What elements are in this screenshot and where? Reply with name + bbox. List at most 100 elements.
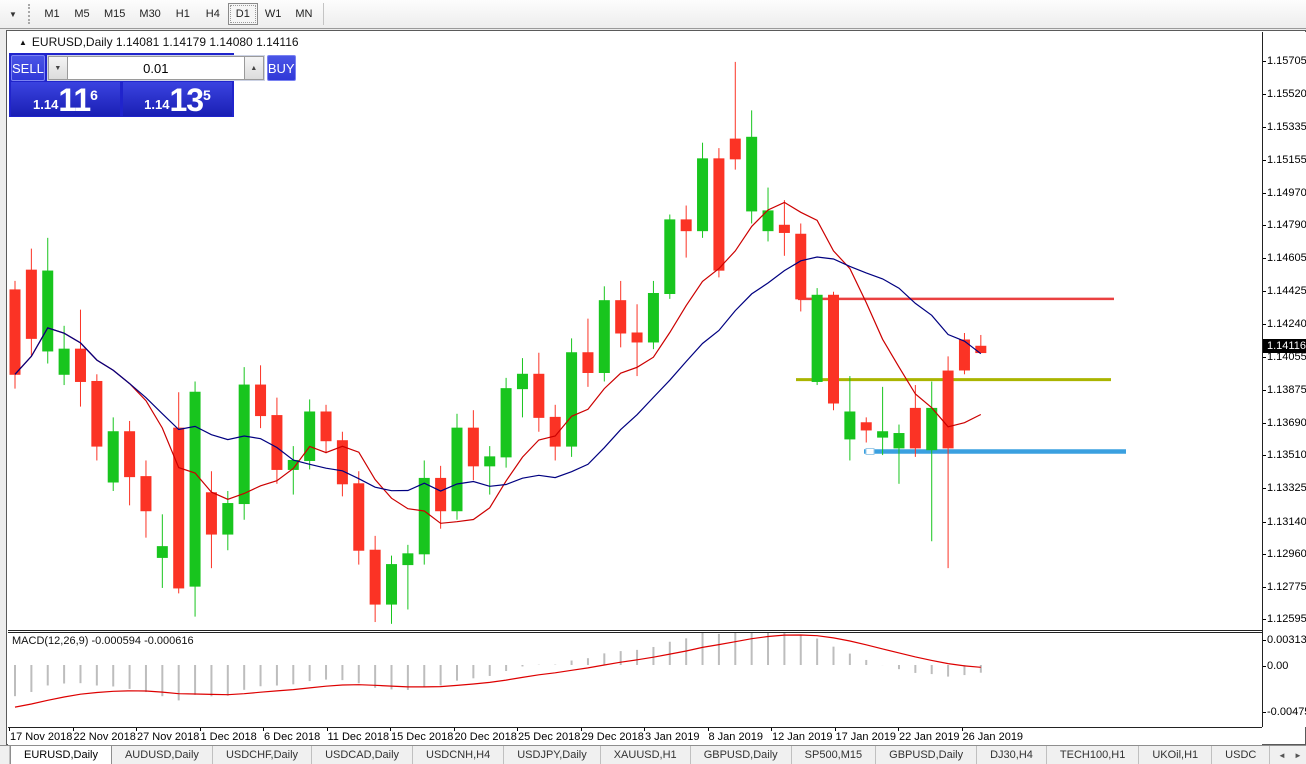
- timeframe-button-w1[interactable]: W1: [264, 8, 282, 20]
- time-axis-tickmark: [136, 728, 137, 731]
- candle-body: [9, 289, 21, 375]
- chart-tab-usdjpy-daily[interactable]: USDJPY,Daily: [504, 746, 601, 764]
- current-price-tag: 1.14116: [1263, 339, 1306, 354]
- price-chart-canvas[interactable]: [8, 32, 1262, 630]
- candle-body: [58, 348, 70, 375]
- time-axis-tickmark: [580, 728, 582, 731]
- chart-tab-ukoil-h1[interactable]: UKOil,H1: [1139, 746, 1213, 764]
- time-axis-tickmark: [453, 728, 455, 731]
- price-axis-tick: 1.15705: [1263, 55, 1306, 67]
- price-axis-tick: 1.14970: [1263, 186, 1306, 199]
- fast-ma-line[interactable]: [14, 201, 982, 524]
- sell-button[interactable]: SELL: [11, 55, 45, 81]
- one-click-trading-panel: SELL ▼ ▲ BUY 1.14 11 6 1.14 13 5: [9, 53, 296, 117]
- chart-window: ▲ EURUSD,Daily 1.14081 1.14179 1.14080 1…: [6, 30, 1306, 745]
- candle-body: [222, 503, 234, 535]
- candle-body: [124, 431, 136, 478]
- price-axis-tick: 1.15155: [1263, 153, 1306, 166]
- candle-body: [647, 292, 659, 343]
- pane-splitter[interactable]: [8, 630, 1262, 633]
- chart-tab-audusd-daily[interactable]: AUDUSD,Daily: [112, 746, 213, 764]
- chart-tab-usdcnh-h4[interactable]: USDCNH,H4: [413, 746, 505, 764]
- time-axis-label: 27 Nov 2018: [137, 731, 200, 743]
- timeframe-button-d1[interactable]: D1: [227, 3, 258, 25]
- time-axis-tickmark: [644, 728, 645, 731]
- chevron-down-icon[interactable]: ▼: [9, 9, 17, 19]
- chart-tab-eurusd-daily[interactable]: EURUSD,Daily: [10, 746, 112, 764]
- tabbar-grip[interactable]: [0, 746, 10, 764]
- chart-tab-dj30-h4[interactable]: DJ30,H4: [977, 746, 1047, 764]
- timeframe-button-m15[interactable]: M15: [104, 8, 126, 20]
- candle-body: [484, 456, 496, 467]
- candle-body: [467, 427, 479, 467]
- price-axis-tick: 1.13325: [1263, 482, 1306, 495]
- sell-price-tile[interactable]: 1.14 11 6: [11, 82, 120, 116]
- chart-tab-gbpusd-daily[interactable]: GBPUSD,Daily: [876, 746, 978, 764]
- buy-price-tile[interactable]: 1.14 13 5: [123, 82, 232, 116]
- volume-decrease-icon[interactable]: ▼: [47, 56, 68, 80]
- candle-body: [549, 416, 561, 447]
- timeframe-button-h1[interactable]: H1: [175, 8, 190, 20]
- slow-ma-line[interactable]: [14, 256, 982, 492]
- time-axis-tickmark: [263, 728, 264, 731]
- chart-tab-sp500-m15[interactable]: SP500,M15: [792, 746, 877, 764]
- tabs-scroll-right-icon[interactable]: ►: [1294, 750, 1302, 760]
- candle-body: [664, 219, 676, 294]
- time-axis-label: 17 Jan 2019: [835, 731, 897, 743]
- candle-body: [909, 407, 921, 449]
- macd-axis-tick: 0.003133: [1263, 634, 1306, 646]
- price-axis-tick: 1.14055: [1263, 351, 1306, 364]
- candle-body: [729, 138, 741, 160]
- macd-indicator-canvas[interactable]: [8, 633, 1262, 727]
- time-axis-label: 17 Nov 2018: [10, 731, 73, 743]
- buy-price-pips: 13: [169, 82, 204, 118]
- buy-button[interactable]: BUY: [266, 55, 296, 81]
- chart-tab-xauusd-h1[interactable]: XAUUSD,H1: [601, 746, 691, 764]
- candle-body: [353, 483, 365, 551]
- price-axis-tick: 1.13140: [1263, 515, 1306, 528]
- candle-body: [795, 233, 807, 300]
- candle-body: [336, 440, 348, 485]
- candle-body: [811, 294, 823, 382]
- timeframe-button-mn[interactable]: MN: [295, 8, 313, 20]
- timeframe-button-m30[interactable]: M30: [139, 8, 161, 20]
- timeframe-button-m5[interactable]: M5: [74, 8, 90, 20]
- candle-body: [369, 549, 381, 605]
- volume-input[interactable]: [67, 56, 244, 80]
- chart-tab-tech100-h1[interactable]: TECH100,H1: [1047, 746, 1140, 764]
- candle-body: [304, 411, 316, 461]
- price-axis-tick: 1.12960: [1263, 547, 1306, 560]
- tabs-scroll-left-icon[interactable]: ◄: [1278, 750, 1286, 760]
- time-axis-label: 25 Dec 2018: [518, 731, 581, 743]
- price-axis-tick: 1.14790: [1263, 219, 1306, 232]
- time-axis-tickmark: [834, 728, 836, 731]
- macd-indicator-label: MACD(12,26,9) -0.000594 -0.000616: [12, 635, 194, 647]
- candle-body: [697, 158, 709, 232]
- volume-increase-icon[interactable]: ▲: [243, 56, 264, 80]
- candle-body: [107, 431, 119, 483]
- candle-body: [435, 477, 447, 512]
- time-axis-label: 12 Jan 2019: [772, 731, 833, 743]
- candle-body: [516, 373, 528, 390]
- candle-body: [762, 210, 774, 232]
- line-anchor-handle: [865, 447, 875, 455]
- time-axis-tickmark: [898, 728, 899, 731]
- candle-body: [778, 224, 790, 233]
- chart-tab-gbpusd-daily[interactable]: GBPUSD,Daily: [691, 746, 792, 764]
- toolbar-grip[interactable]: [28, 4, 33, 24]
- toolbar-separator: [323, 3, 325, 25]
- time-axis-tickmark: [771, 728, 772, 731]
- chart-tab-usdchf-daily[interactable]: USDCHF,Daily: [213, 746, 313, 764]
- collapse-panel-icon[interactable]: ▲: [19, 37, 27, 47]
- time-axis[interactable]: 17 Nov 2018 22 Nov 2018 27 Nov 2018 1 Dec 2…: [8, 727, 1262, 745]
- timeframe-button-h4[interactable]: H4: [205, 8, 220, 20]
- candle-body: [860, 422, 872, 431]
- price-axis[interactable]: 1.15705 1.15520 1.15335 1.15155 1.14970 1.147…: [1262, 32, 1306, 727]
- chart-tab-usdc[interactable]: USDC: [1212, 746, 1271, 764]
- sell-price-pips: 11: [58, 82, 91, 118]
- candle-body: [418, 477, 430, 555]
- timeframe-button-m1[interactable]: M1: [44, 8, 60, 20]
- chart-title: EURUSD,Daily 1.14081 1.14179 1.14080 1.1…: [31, 35, 299, 49]
- chart-tab-usdcad-daily[interactable]: USDCAD,Daily: [312, 746, 414, 764]
- candle-body: [386, 564, 398, 605]
